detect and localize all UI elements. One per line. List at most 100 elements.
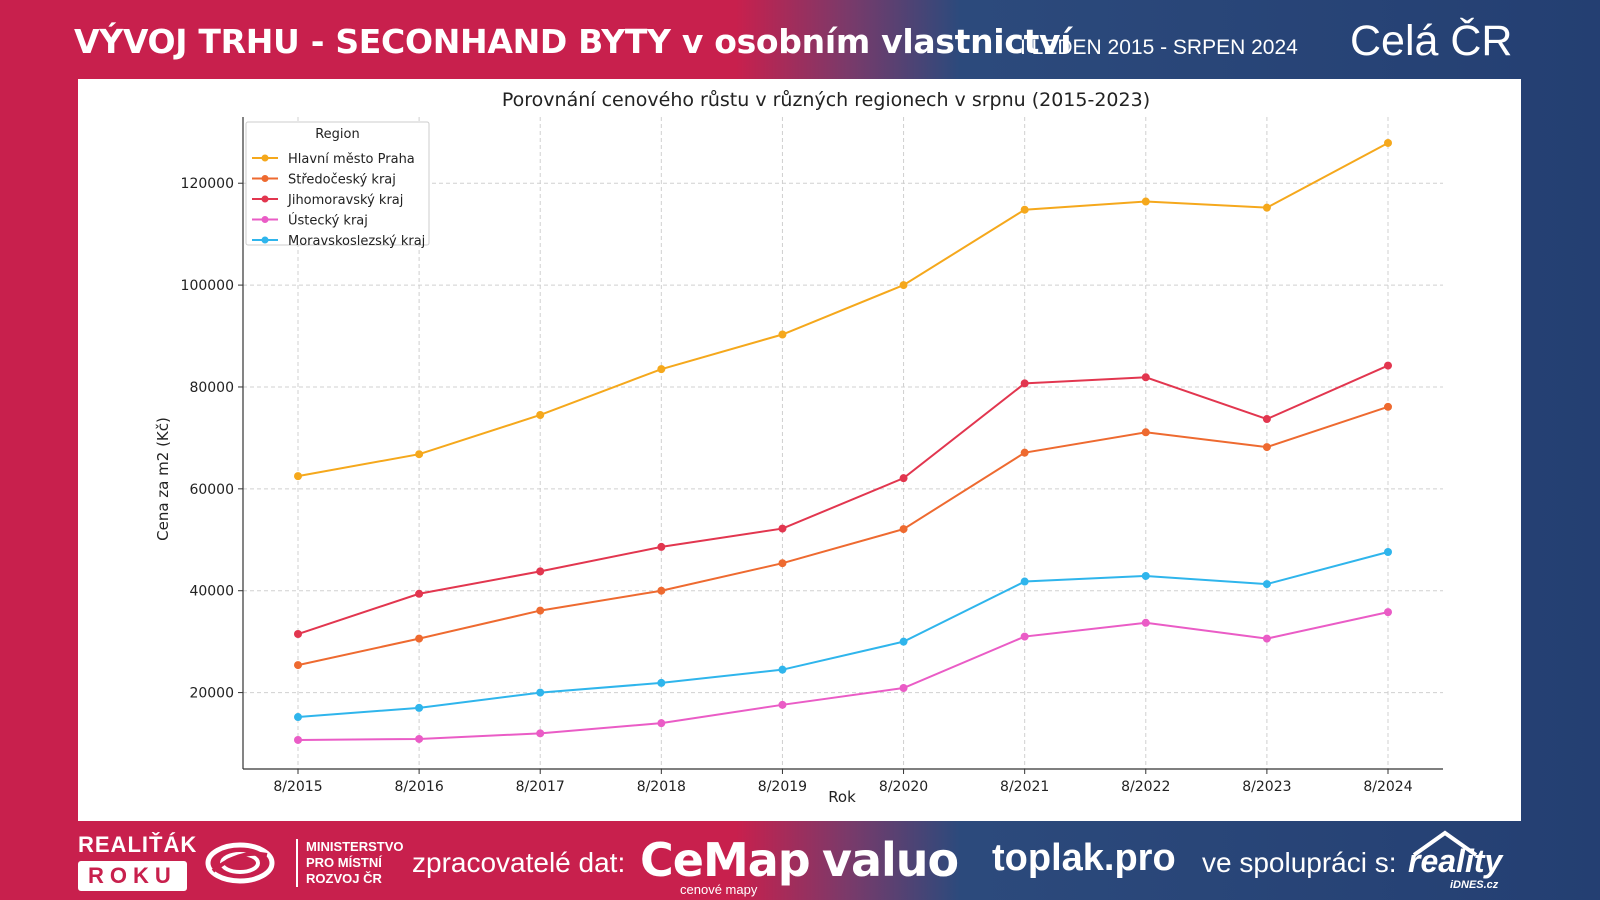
ticks: 8/2015 8/2016 8/2017 8/2018 8/2019 8/2020 8/20…	[181, 176, 1413, 795]
data-point	[778, 330, 787, 339]
legend-entry: Moravskoslezský kraj	[288, 234, 425, 249]
valuo-logo: valuo	[822, 833, 959, 887]
legend-swatch-marker	[261, 154, 269, 162]
y-tick-label: 60000	[189, 482, 234, 498]
data-point	[1384, 402, 1392, 411]
cemap-subtitle: cenové mapy	[680, 882, 758, 897]
data-point	[778, 700, 787, 709]
data-point	[1384, 138, 1392, 147]
x-tick-label: 8/2021	[1000, 779, 1049, 795]
mmr-line-2: PRO MÍSTNÍ	[306, 855, 382, 870]
data-point	[899, 474, 908, 483]
series-2	[294, 402, 1392, 670]
mmr-emblem-icon	[205, 842, 275, 884]
reality-logo-subtitle: iDNES.cz	[1450, 879, 1499, 891]
data-point	[415, 734, 424, 743]
x-tick-label: 8/2017	[516, 779, 565, 795]
page-title: VÝVOJ TRHU - SECONHAND BYTY v osobním vl…	[74, 22, 1072, 61]
data-point	[1262, 415, 1271, 424]
house-icon	[1412, 830, 1478, 857]
data-point	[294, 735, 302, 744]
data-point	[415, 634, 424, 643]
x-tick-label: 8/2018	[637, 779, 686, 795]
legend-entry: Jihomoravský kraj	[287, 193, 403, 208]
data-point	[1262, 634, 1271, 643]
header: VÝVOJ TRHU - SECONHAND BYTY v osobním vl…	[0, 0, 1600, 80]
data-point	[415, 589, 424, 598]
chart-panel: Porovnání cenového růstu v různých regio…	[78, 79, 1521, 821]
x-tick-label: 8/2024	[1363, 779, 1412, 795]
data-point	[1384, 548, 1392, 557]
data-point	[536, 688, 545, 697]
data-point	[899, 281, 908, 290]
data-point	[657, 678, 666, 687]
data-point	[294, 661, 302, 670]
grid	[243, 117, 1443, 769]
data-point	[778, 524, 787, 533]
data-point	[657, 365, 666, 374]
axes	[242, 117, 1443, 770]
legend-entry: Ústecký kraj	[288, 213, 368, 229]
series-1	[294, 138, 1392, 481]
mmr-logo-text: MINISTERSTVO PRO MÍSTNÍ ROZVOJ ČR	[296, 839, 404, 887]
data-point	[899, 684, 908, 693]
data-point	[657, 719, 666, 728]
data-point	[1262, 203, 1271, 212]
data-point	[778, 559, 787, 568]
data-point	[657, 542, 666, 551]
cooperation-label: ve spolupráci s:	[1202, 847, 1397, 878]
y-tick-label: 20000	[189, 686, 234, 702]
chart-title: Porovnání cenového růstu v různých regio…	[502, 89, 1150, 111]
data-point	[778, 665, 787, 674]
realitak-logo: REALIŤÁK ROKU	[78, 832, 197, 891]
y-tick-label: 100000	[181, 278, 234, 294]
mmr-line-1: MINISTERSTVO	[306, 839, 404, 854]
data-point	[657, 586, 666, 595]
data-point	[1141, 618, 1150, 627]
x-axis-label: Rok	[828, 788, 856, 806]
series-3	[294, 361, 1392, 639]
legend-swatch-marker	[261, 175, 269, 182]
data-point	[899, 637, 908, 646]
data-point	[1141, 428, 1150, 437]
data-point	[1384, 361, 1392, 370]
y-tick-label: 120000	[181, 176, 234, 192]
data-point	[1020, 632, 1029, 641]
data-point	[294, 630, 302, 639]
cemap-logo: CeMap	[640, 833, 811, 887]
data-point	[1141, 373, 1150, 382]
data-point	[536, 567, 545, 576]
x-tick-label: 8/2016	[394, 779, 443, 795]
data-point	[1020, 448, 1029, 457]
legend-swatch-marker	[261, 216, 269, 223]
data-point	[1384, 608, 1392, 617]
footer: REALIŤÁK ROKU MINISTERSTVO PRO MÍSTNÍ RO…	[0, 825, 1600, 900]
x-tick-label: 8/2020	[879, 779, 928, 795]
x-tick-label: 8/2022	[1121, 779, 1170, 795]
data-point	[294, 713, 302, 722]
y-tick-label: 80000	[189, 380, 234, 396]
series-line	[297, 142, 1389, 478]
data-point	[536, 729, 545, 738]
x-tick-label: 8/2023	[1242, 779, 1291, 795]
y-axis-label: Cena za m2 (Kč)	[154, 417, 172, 541]
series-line	[297, 405, 1389, 667]
series-group	[294, 138, 1392, 744]
reality-logo: reality	[1408, 843, 1503, 879]
mmr-line-3: ROZVOJ ČR	[306, 871, 382, 886]
series-line	[297, 364, 1389, 635]
realitak-logo-top: REALIŤÁK	[78, 832, 198, 857]
series-4	[294, 608, 1392, 744]
legend-entry: Středočeský kraj	[288, 173, 396, 188]
y-tick-label: 40000	[189, 584, 234, 600]
data-point	[1141, 197, 1150, 206]
data-point	[294, 472, 302, 481]
data-point	[415, 703, 424, 712]
data-point	[1141, 571, 1150, 580]
data-point	[1262, 580, 1271, 589]
realitak-logo-box: ROKU	[78, 861, 187, 891]
data-point	[899, 525, 908, 534]
period-label: I LEDEN 2015 - SRPEN 2024	[1020, 36, 1298, 59]
region-label: Celá ČR	[1350, 17, 1513, 65]
data-point	[536, 410, 545, 419]
